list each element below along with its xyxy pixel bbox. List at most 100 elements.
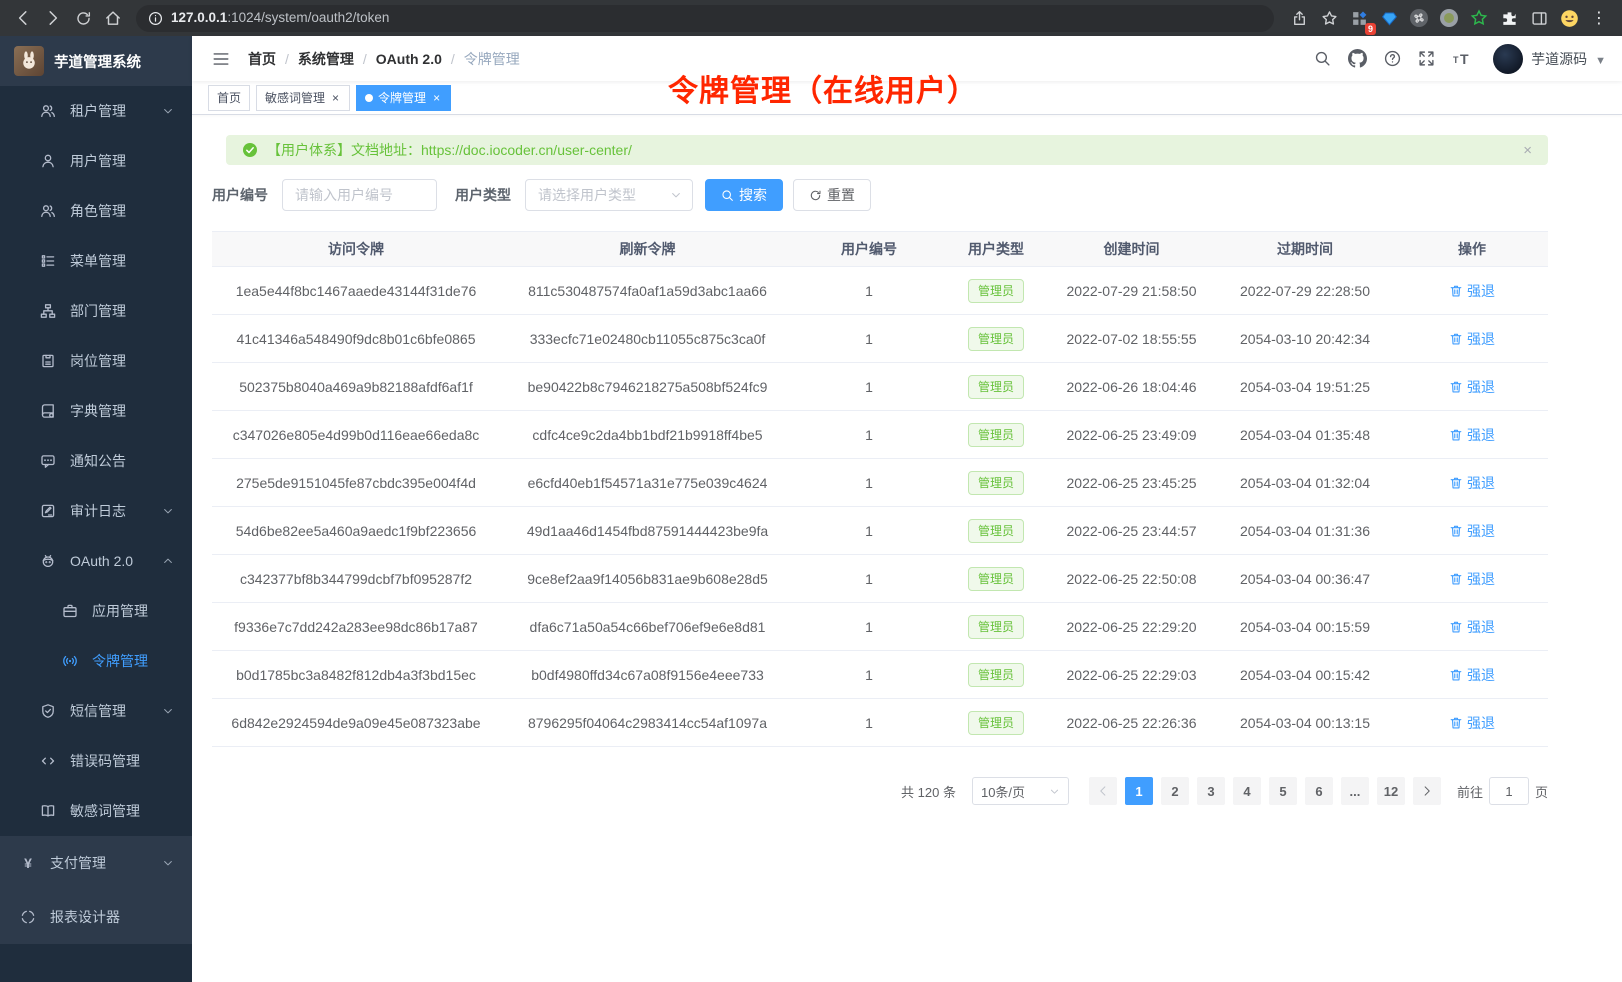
cell-created-time: 2022-06-25 22:29:20 — [1049, 602, 1214, 651]
sidebar-item-sms[interactable]: 短信管理 — [0, 686, 192, 736]
page-ellipsis-button[interactable]: ... — [1340, 777, 1369, 805]
user-menu[interactable]: 芋道源码 ▼ — [1493, 43, 1606, 74]
side-panel-icon[interactable] — [1526, 5, 1552, 31]
sidebar-item-notice[interactable]: 通知公告 — [0, 436, 192, 486]
extension-command-icon[interactable] — [1406, 5, 1432, 31]
alert-close-icon[interactable]: × — [1523, 141, 1532, 159]
sidebar-item-report[interactable]: 报表设计器 — [0, 890, 192, 944]
tab-敏感词管理[interactable]: 敏感词管理 × — [256, 84, 351, 111]
breadcrumb-item[interactable]: OAuth 2.0 — [375, 50, 442, 67]
dict-icon — [40, 403, 56, 419]
sidebar-item-label: 部门管理 — [70, 303, 126, 319]
cell-refresh-token: b0df4980ffd34c67a08f9156e4eee733 — [500, 650, 795, 699]
alert-doc-link[interactable]: https://doc.iocoder.cn/user-center/ — [421, 142, 632, 158]
column-header: 创建时间 — [1049, 231, 1214, 267]
page-button-5[interactable]: 5 — [1268, 777, 1297, 805]
sidebar-item-post[interactable]: 岗位管理 — [0, 336, 192, 386]
sidebar-item-dict[interactable]: 字典管理 — [0, 386, 192, 436]
bookmark-star-icon[interactable] — [1316, 5, 1342, 31]
pay-icon: ¥ — [20, 855, 36, 871]
sidebar-item-label: 岗位管理 — [70, 353, 126, 369]
collapse-sidebar-icon[interactable] — [208, 46, 234, 72]
breadcrumb-item[interactable]: 系统管理 — [297, 50, 354, 67]
tab-close-icon[interactable]: × — [433, 90, 441, 105]
help-icon[interactable] — [1384, 50, 1401, 67]
breadcrumb-item[interactable]: 首页 — [248, 50, 276, 67]
menu-icon — [40, 253, 56, 269]
sidebar-item-oauth2-app[interactable]: 应用管理 — [0, 586, 192, 636]
page-size-select[interactable]: 10条/页 — [971, 777, 1069, 805]
sidebar-item-tenant[interactable]: 租户管理 — [0, 86, 192, 136]
total-count: 共 120 条 — [901, 784, 956, 800]
page-button-4[interactable]: 4 — [1232, 777, 1261, 805]
sidebar-item-oauth2[interactable]: OAuth 2.0 — [0, 536, 192, 586]
page-button-3[interactable]: 3 — [1196, 777, 1225, 805]
page-button-6[interactable]: 6 — [1304, 777, 1333, 805]
cell-refresh-token: 9ce8ef2aa9f14056b831ae9b608e28d5 — [500, 554, 795, 603]
force-logout-button[interactable]: 强退 — [1449, 377, 1495, 397]
extension-grid-icon[interactable]: 9 — [1346, 5, 1376, 35]
cell-access-token: 502375b8040a469a9b82188afdf6af1f — [212, 362, 500, 411]
force-logout-button[interactable]: 强退 — [1449, 473, 1495, 493]
sidebar-item-errcode[interactable]: 错误码管理 — [0, 736, 192, 786]
chevron-up-icon — [162, 555, 174, 567]
cell-expire-time: 2054-03-10 20:42:34 — [1214, 314, 1396, 363]
user-type-select[interactable]: 请选择用户类型 — [525, 179, 693, 211]
extension-star-icon[interactable] — [1466, 5, 1492, 31]
search-button[interactable]: 搜索 — [705, 179, 783, 211]
extensions-puzzle-icon[interactable] — [1496, 5, 1522, 31]
force-logout-button[interactable]: 强退 — [1449, 569, 1495, 589]
active-tab-dot — [365, 93, 374, 102]
app-title: 芋道管理系统 — [54, 54, 141, 71]
force-logout-button[interactable]: 强退 — [1449, 329, 1495, 349]
browser-back-icon[interactable] — [10, 5, 36, 31]
sidebar-item-pay[interactable]: ¥ 支付管理 — [0, 836, 192, 890]
force-logout-button[interactable]: 强退 — [1449, 521, 1495, 541]
fullscreen-icon[interactable] — [1418, 50, 1435, 67]
force-logout-button[interactable]: 强退 — [1449, 617, 1495, 637]
reset-button[interactable]: 重置 — [793, 179, 871, 211]
next-page-button[interactable] — [1412, 777, 1441, 805]
tab-close-icon[interactable]: × — [332, 90, 340, 105]
browser-menu-icon[interactable]: ⋮ — [1591, 10, 1607, 27]
share-icon[interactable] — [1286, 5, 1312, 31]
table-row: 54d6be82ee5a460a9aedc1f9bf223656 49d1aa46… — [212, 506, 1548, 555]
sidebar-item-role[interactable]: 角色管理 — [0, 186, 192, 236]
browser-reload-icon[interactable] — [70, 5, 96, 31]
sidebar-item-oauth2-token[interactable]: 令牌管理 — [0, 636, 192, 686]
cell-user-type: 管理员 — [943, 362, 1049, 411]
alert-text: 【用户体系】文档地址：https://doc.iocoder.cn/user-c… — [267, 142, 632, 158]
extension-gem-icon[interactable] — [1376, 5, 1402, 31]
tab-令牌管理[interactable]: 令牌管理 × — [356, 84, 452, 111]
goto-page-input[interactable] — [1488, 777, 1529, 805]
page-button-1[interactable]: 1 — [1124, 777, 1153, 805]
force-logout-button[interactable]: 强退 — [1449, 713, 1495, 733]
search-icon[interactable] — [1314, 50, 1331, 67]
user-id-input[interactable] — [282, 179, 437, 211]
page-button-12[interactable]: 12 — [1376, 777, 1405, 805]
sidebar-item-audit-log[interactable]: 审计日志 — [0, 486, 192, 536]
sidebar-item-dept[interactable]: 部门管理 — [0, 286, 192, 336]
address-bar[interactable]: 127.0.0.1:1024/system/oauth2/token — [136, 4, 1274, 32]
browser-home-icon[interactable] — [100, 5, 126, 31]
browser-forward-icon[interactable] — [40, 5, 66, 31]
extension-recorder-icon[interactable] — [1436, 5, 1462, 31]
table-row: 6d842e2924594de9a09e45e087323abe 8796295f… — [212, 698, 1548, 747]
sidebar-item-sensitive-word[interactable]: 敏感词管理 — [0, 786, 192, 836]
force-logout-button[interactable]: 强退 — [1449, 425, 1495, 445]
prev-page-button[interactable] — [1088, 777, 1117, 805]
page-info-icon[interactable] — [148, 11, 163, 26]
sidebar-item-label: OAuth 2.0 — [70, 553, 134, 569]
page-button-2[interactable]: 2 — [1160, 777, 1189, 805]
force-logout-button[interactable]: 强退 — [1449, 281, 1495, 301]
column-header: 用户类型 — [943, 231, 1049, 267]
cell-actions: 强退 — [1396, 602, 1548, 651]
sidebar-item-menu[interactable]: 菜单管理 — [0, 236, 192, 286]
force-logout-button[interactable]: 强退 — [1449, 665, 1495, 685]
github-icon[interactable] — [1348, 49, 1368, 68]
sidebar-item-user[interactable]: 用户管理 — [0, 136, 192, 186]
sidebar-item-label: 通知公告 — [70, 453, 126, 469]
tab-首页[interactable]: 首页 — [208, 84, 251, 111]
profile-avatar-icon[interactable] — [1556, 5, 1582, 31]
